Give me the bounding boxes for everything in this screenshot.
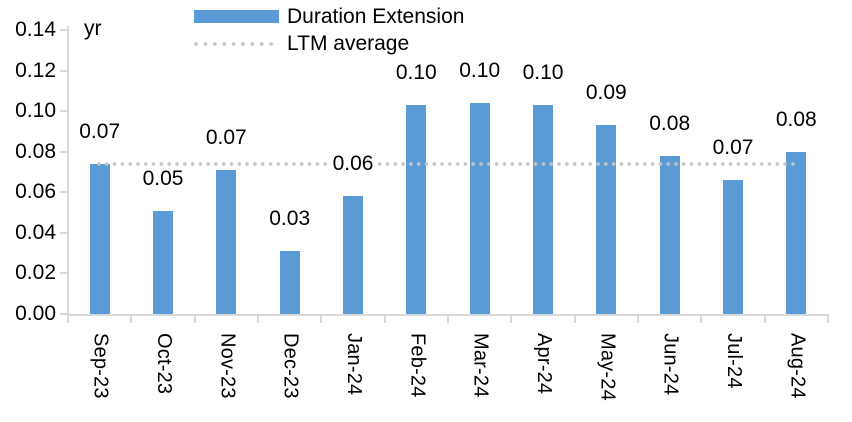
y-tick-label: 0.12 <box>15 58 56 82</box>
x-tick-label-jun-24: Jun-24 <box>659 333 682 396</box>
legend: Duration Extension LTM average <box>194 3 464 57</box>
x-tick-mark <box>573 316 576 323</box>
x-tick-mark <box>827 316 829 323</box>
bar-jun-24 <box>659 155 680 314</box>
data-label-mar-24: 0.10 <box>457 59 503 82</box>
legend-label-duration-extension: Duration Extension <box>287 4 465 28</box>
x-tick-mark <box>383 316 386 323</box>
y-tick-mark <box>60 29 68 31</box>
legend-item-duration-extension: Duration Extension <box>194 3 464 30</box>
x-tick-mark <box>67 316 69 323</box>
x-tick-mark <box>763 316 766 323</box>
data-label-jan-24: 0.06 <box>330 152 376 176</box>
bar-oct-23 <box>153 210 173 314</box>
x-tick-mark <box>700 316 703 323</box>
bar-nov-23 <box>216 170 237 314</box>
y-tick-label: 0.10 <box>15 99 56 123</box>
legend-dotted-line-swatch-icon <box>194 41 279 46</box>
data-label-may-24: 0.09 <box>583 81 629 105</box>
legend-bar-swatch-icon <box>194 10 279 23</box>
legend-item-ltm-average: LTM average <box>194 30 464 57</box>
x-tick-label-jan-24: Jan-24 <box>343 333 365 396</box>
bar-apr-24 <box>533 105 553 314</box>
x-tick-label-mar-24: Mar-24 <box>469 333 492 398</box>
x-tick-label-oct-23: Oct-23 <box>153 333 175 395</box>
y-tick-mark <box>60 150 68 153</box>
x-axis-line <box>67 314 829 316</box>
y-tick-mark <box>60 191 68 194</box>
y-tick-mark <box>60 231 68 234</box>
y-tick-mark <box>60 313 68 315</box>
y-tick-label: 0.08 <box>15 139 56 163</box>
data-label-aug-24: 0.08 <box>773 107 819 131</box>
bar-feb-24 <box>406 105 427 314</box>
x-tick-label-may-24: May-24 <box>596 333 619 401</box>
y-axis-line <box>67 26 69 316</box>
legend-label-ltm-average: LTM average <box>287 31 410 55</box>
y-axis-unit-label: yr <box>84 17 102 40</box>
y-tick-label: 0.14 <box>15 18 56 41</box>
x-tick-mark <box>193 316 196 323</box>
x-tick-label-dec-23: Dec-23 <box>279 333 302 399</box>
y-tick-mark <box>60 110 68 113</box>
x-tick-mark <box>257 316 259 323</box>
x-tick-mark <box>130 316 133 323</box>
data-label-feb-24: 0.10 <box>393 61 439 85</box>
ltm-average-line <box>96 161 800 166</box>
x-tick-mark <box>637 316 639 323</box>
data-label-sep-23: 0.07 <box>77 119 123 143</box>
y-tick-label: 0.04 <box>15 220 56 244</box>
data-label-jun-24: 0.08 <box>647 111 693 135</box>
x-tick-mark <box>447 316 449 323</box>
x-tick-label-sep-23: Sep-23 <box>89 333 112 399</box>
data-label-apr-24: 0.10 <box>520 61 566 85</box>
bar-dec-23 <box>279 251 300 314</box>
bar-jan-24 <box>343 196 363 314</box>
x-tick-mark <box>510 316 513 323</box>
x-tick-label-feb-24: Feb-24 <box>406 333 429 398</box>
x-tick-mark <box>320 316 323 323</box>
y-tick-label: 0.06 <box>15 180 56 204</box>
bar-sep-23 <box>89 163 110 314</box>
bar-may-24 <box>596 125 617 314</box>
bar-aug-24 <box>786 151 807 314</box>
y-tick-label: 0.02 <box>15 261 56 285</box>
data-label-oct-23: 0.05 <box>140 166 186 190</box>
bar-mar-24 <box>469 103 490 314</box>
x-tick-label-jul-24: Jul-24 <box>723 333 745 389</box>
y-tick-mark <box>60 69 68 72</box>
y-tick-label: 0.00 <box>15 302 56 325</box>
data-label-dec-23: 0.03 <box>267 207 313 231</box>
bar-jul-24 <box>723 180 743 314</box>
data-label-jul-24: 0.07 <box>710 136 756 160</box>
x-tick-label-aug-24: Aug-24 <box>786 333 809 399</box>
y-tick-mark <box>60 272 68 275</box>
data-label-nov-23: 0.07 <box>203 126 249 149</box>
x-tick-label-nov-23: Nov-23 <box>216 333 239 399</box>
x-tick-label-apr-24: Apr-24 <box>533 333 555 395</box>
